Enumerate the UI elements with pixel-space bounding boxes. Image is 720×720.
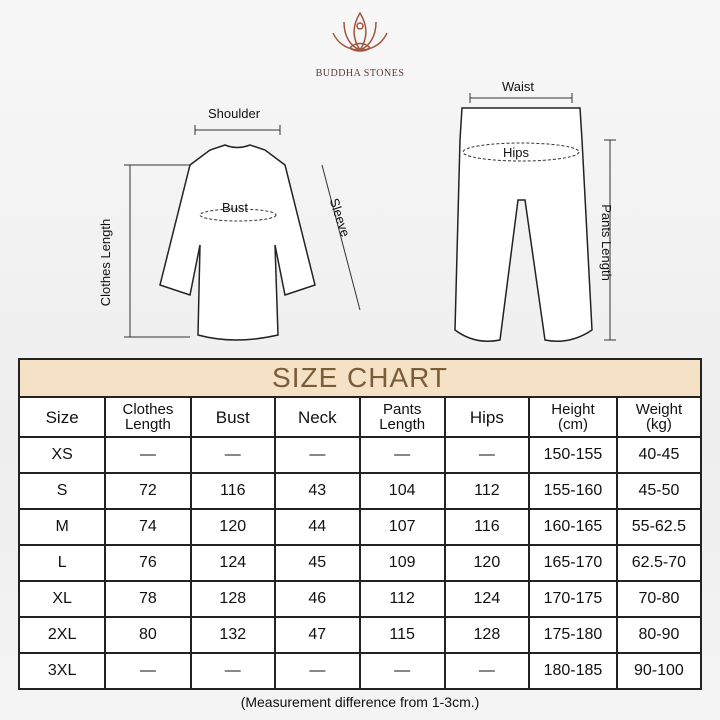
label-pants-length: Pants Length xyxy=(598,204,614,281)
label-clothes-length: Clothes Length xyxy=(98,218,114,307)
column-header: Neck xyxy=(273,396,361,438)
column-header-text: (cm) xyxy=(557,416,588,433)
table-cell: 116 xyxy=(189,472,276,510)
lotus-icon xyxy=(332,11,388,52)
table-cell: 170-175 xyxy=(528,580,618,618)
table-cell: 78 xyxy=(104,580,192,618)
brand-name: BUDDHA STONES xyxy=(315,68,405,79)
table-row: 3XL — — — — —180-185 90-100 xyxy=(17,652,703,690)
table-cell: 55-62.5 xyxy=(615,508,703,546)
table-cell: — xyxy=(189,436,276,474)
table-cell: — xyxy=(443,436,531,474)
table-cell: 116 xyxy=(443,508,531,546)
column-header-text: Length xyxy=(124,416,171,433)
brand-logo: BUDDHA STONES xyxy=(300,8,420,79)
table-cell: 112 xyxy=(443,472,531,510)
table-row: S 72 116 43 104 112 155-160 45-50 xyxy=(17,472,703,510)
table-cell: 155-160 xyxy=(528,472,618,510)
table-cell: 70-80 xyxy=(615,580,703,618)
label-waist: Waist xyxy=(502,79,535,94)
column-header-text: Neck xyxy=(297,407,337,427)
table-cell: 90-100 xyxy=(615,652,703,690)
table-cell: — xyxy=(189,652,276,690)
table-cell: M xyxy=(17,508,107,546)
top-garment xyxy=(159,144,316,341)
pants-garment xyxy=(454,107,593,342)
column-header-text: Hips xyxy=(469,407,504,427)
table-cell: 180-185 xyxy=(528,652,618,690)
column-header-text: Height xyxy=(551,401,595,418)
table-row: XL 78 128 46 112 124 170-175 70-80 xyxy=(17,580,703,618)
table-cell: 62.5-70 xyxy=(615,544,703,582)
table-cell: 40-45 xyxy=(615,436,703,474)
table-cell: 46 xyxy=(273,580,361,618)
table-cell: 128 xyxy=(443,616,531,654)
label-hips: Hips xyxy=(503,145,530,160)
garment-diagram xyxy=(124,93,616,342)
table-cell: 72 xyxy=(104,472,192,510)
table-row: L 76 124 45 109 120 165-170 62.5-70 xyxy=(17,544,703,582)
table-cell: — xyxy=(443,652,531,690)
table-cell: — xyxy=(273,436,361,474)
table-cell: 43 xyxy=(273,472,361,510)
column-header-text: Clothes xyxy=(122,401,174,418)
column-header-text: Pants xyxy=(382,401,422,418)
table-cell: XL xyxy=(17,580,107,618)
table-cell: 76 xyxy=(104,544,192,582)
table-cell: 120 xyxy=(189,508,276,546)
column-header-text: Size xyxy=(45,407,79,427)
column-header: Clothes Length xyxy=(104,396,192,438)
table-cell: 80-90 xyxy=(615,616,703,654)
table-cell: 45-50 xyxy=(615,472,703,510)
table-row: M 74 120 44 107 116 160-165 55-62.5 xyxy=(17,508,703,546)
table-cell: 107 xyxy=(358,508,446,546)
table-cell: — xyxy=(104,652,192,690)
table-cell: 45 xyxy=(273,544,361,582)
table-cell: 44 xyxy=(273,508,361,546)
table-cell: L xyxy=(17,544,107,582)
column-header: Weight (kg) xyxy=(615,396,703,438)
table-cell: 175-180 xyxy=(528,616,618,654)
table-cell: 120 xyxy=(443,544,531,582)
table-cell: — xyxy=(273,652,361,690)
table-cell: 3XL xyxy=(17,652,107,690)
table-cell: — xyxy=(104,436,192,474)
table-cell: 47 xyxy=(273,616,361,654)
table-cell: 128 xyxy=(189,580,276,618)
measurement-note: (Measurement difference from 1-3cm.) xyxy=(240,694,480,710)
column-header: Bust xyxy=(189,396,276,438)
table-cell: 115 xyxy=(358,616,446,654)
column-header: Size xyxy=(17,396,107,438)
size-chart-title: SIZE CHART xyxy=(18,358,702,398)
table-cell: 160-165 xyxy=(528,508,618,546)
label-bust: Bust xyxy=(222,200,249,215)
table-row: XS — — — — —150-155 40-45 xyxy=(17,436,703,474)
table-cell: S xyxy=(17,472,107,510)
table-cell: 150-155 xyxy=(528,436,618,474)
column-header: Height (cm) xyxy=(528,396,618,438)
column-header-text: Length xyxy=(379,416,426,433)
size-chart-table: SIZE CHART Size Clothes Length Bust Neck Pant… xyxy=(17,358,703,690)
column-header-text: Weight xyxy=(635,401,683,418)
table-cell: 112 xyxy=(358,580,446,618)
table-cell: 104 xyxy=(358,472,446,510)
column-header-text: (kg) xyxy=(646,416,672,433)
table-cell: 124 xyxy=(189,544,276,582)
table-cell: 124 xyxy=(443,580,531,618)
table-cell: 132 xyxy=(189,616,276,654)
table-cell: 165-170 xyxy=(528,544,618,582)
table-cell: 80 xyxy=(104,616,192,654)
table-row: 2XL 80 132 47 115 128 175-180 80-90 xyxy=(17,616,703,654)
table-cell: XS xyxy=(17,436,107,474)
column-header-text: Bust xyxy=(215,407,250,427)
table-cell: 2XL xyxy=(17,616,107,654)
label-shoulder: Shoulder xyxy=(208,106,261,121)
table-cell: 109 xyxy=(358,544,446,582)
column-header: Hips xyxy=(443,396,531,438)
column-header: Pants Length xyxy=(358,396,446,438)
table-cell: 74 xyxy=(104,508,192,546)
table-cell: — xyxy=(358,436,446,474)
table-cell: — xyxy=(358,652,446,690)
